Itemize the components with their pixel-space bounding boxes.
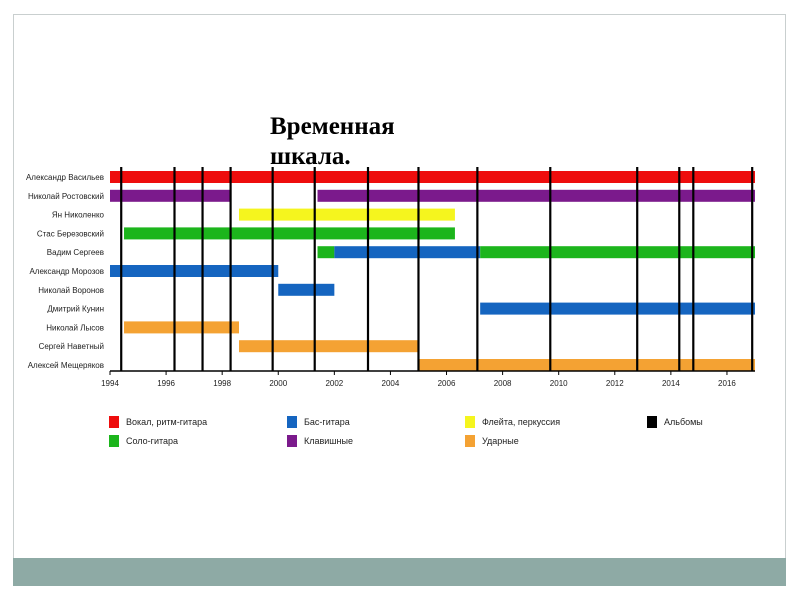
timeline-bar bbox=[317, 246, 335, 259]
legend-swatch bbox=[287, 416, 297, 428]
timeline-bar bbox=[110, 265, 279, 277]
x-tick-label: 2010 bbox=[550, 379, 568, 388]
x-tick-label: 2008 bbox=[494, 379, 512, 388]
chart-legend: Вокал, ритм-гитара Бас-гитара Флейта, перк… bbox=[109, 416, 749, 456]
x-tick-label: 1998 bbox=[213, 379, 231, 388]
member-label: Стас Березовский bbox=[37, 229, 104, 238]
timeline-bar bbox=[124, 321, 239, 334]
legend-swatch bbox=[647, 416, 657, 428]
slide-title: Временная шкала. bbox=[270, 113, 395, 170]
legend-item-flute: Флейта, перкуссия bbox=[465, 416, 560, 428]
slide-frame bbox=[13, 14, 786, 586]
legend-item-vocal: Вокал, ритм-гитара bbox=[109, 416, 207, 428]
legend-swatch bbox=[465, 435, 475, 447]
legend-label: Альбомы bbox=[664, 417, 703, 427]
timeline-bar bbox=[110, 171, 755, 183]
timeline-bar bbox=[278, 283, 335, 296]
legend-item-bass: Бас-гитара bbox=[287, 416, 350, 428]
legend-label: Ударные bbox=[482, 436, 519, 446]
legend-item-drums: Ударные bbox=[465, 435, 519, 447]
timeline-bar bbox=[480, 246, 755, 259]
legend-item-solo: Соло-гитара bbox=[109, 435, 178, 447]
legend-label: Флейта, перкуссия bbox=[482, 417, 561, 427]
legend-item-keys: Клавишные bbox=[287, 435, 353, 447]
legend-label: Соло-гитара bbox=[126, 436, 179, 446]
timeline-bar bbox=[334, 246, 481, 259]
x-tick-label: 2016 bbox=[718, 379, 736, 388]
member-label: Александр Морозов bbox=[29, 267, 104, 276]
x-tick-label: 1996 bbox=[157, 379, 175, 388]
member-label: Сергей Наветный bbox=[39, 342, 104, 351]
member-label: Дмитрий Кунин bbox=[47, 305, 104, 314]
legend-label: Клавишные bbox=[304, 436, 353, 446]
legend-swatch bbox=[287, 435, 297, 447]
member-label: Николай Лысов bbox=[46, 323, 104, 332]
x-tick-label: 2004 bbox=[382, 379, 400, 388]
member-label: Вадим Сергеев bbox=[47, 248, 104, 257]
x-tick-label: 2002 bbox=[325, 379, 343, 388]
x-tick-label: 2012 bbox=[606, 379, 624, 388]
timeline-bar bbox=[418, 359, 755, 371]
timeline-bar bbox=[110, 189, 231, 202]
x-tick-label: 2014 bbox=[662, 379, 680, 388]
legend-label: Бас-гитара bbox=[304, 417, 350, 427]
x-tick-label: 1994 bbox=[101, 379, 119, 388]
member-label: Александр Васильев bbox=[26, 173, 104, 182]
legend-label: Вокал, ритм-гитара bbox=[126, 417, 208, 427]
legend-swatch bbox=[465, 416, 475, 428]
timeline-bar bbox=[239, 208, 455, 221]
member-label: Алексей Мещеряков bbox=[28, 361, 104, 370]
timeline-bar bbox=[317, 189, 755, 202]
member-label: Николай Ростовский bbox=[28, 192, 104, 201]
member-label: Николай Воронов bbox=[38, 286, 104, 295]
timeline-bar bbox=[480, 302, 755, 315]
legend-swatch bbox=[109, 416, 119, 428]
timeline-bar bbox=[239, 340, 419, 353]
legend-swatch bbox=[109, 435, 119, 447]
timeline-bar bbox=[124, 227, 455, 240]
legend-item-albums: Альбомы bbox=[647, 416, 703, 428]
x-tick-label: 2000 bbox=[269, 379, 287, 388]
footer-bar bbox=[13, 558, 786, 586]
member-label: Ян Николенко bbox=[52, 211, 105, 220]
x-tick-label: 2006 bbox=[438, 379, 456, 388]
